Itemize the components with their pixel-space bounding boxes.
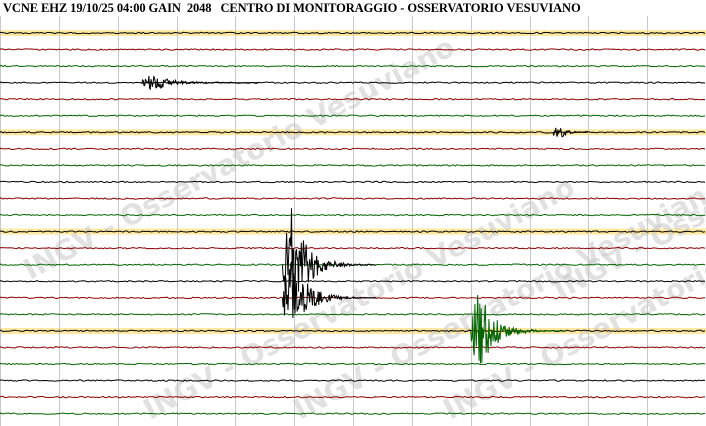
trace-line: [0, 362, 706, 366]
trace-line: [0, 246, 706, 250]
event-signal: [281, 208, 377, 310]
trace-line: [0, 31, 706, 35]
trace-line: [0, 48, 706, 51]
trace-line: [0, 379, 706, 382]
trace-line: [0, 164, 706, 167]
trace-line: [0, 230, 706, 233]
trace-line: [0, 81, 706, 84]
trace-line: [0, 197, 705, 200]
trace-line: [0, 280, 706, 283]
trace-line: [0, 131, 706, 134]
seismic-traces: [0, 31, 706, 415]
trace-line: [0, 114, 706, 117]
trace-line: [0, 180, 706, 184]
event-signal: [470, 294, 565, 364]
event-signal: [140, 75, 259, 91]
trace-line: [0, 412, 706, 415]
trace-line: [0, 213, 706, 217]
trace-line: [0, 329, 706, 333]
trace-line: [0, 147, 706, 151]
trace-line: [0, 64, 706, 68]
trace-line: [0, 97, 706, 101]
trace-line: [0, 395, 706, 399]
event-signal: [552, 127, 588, 138]
trace-line: [0, 346, 706, 349]
station-header: VCNE EHZ 19/10/25 04:00 GAIN 2048 CENTRO…: [3, 1, 581, 15]
event-signal: [281, 260, 377, 319]
trace-line: [0, 313, 706, 316]
